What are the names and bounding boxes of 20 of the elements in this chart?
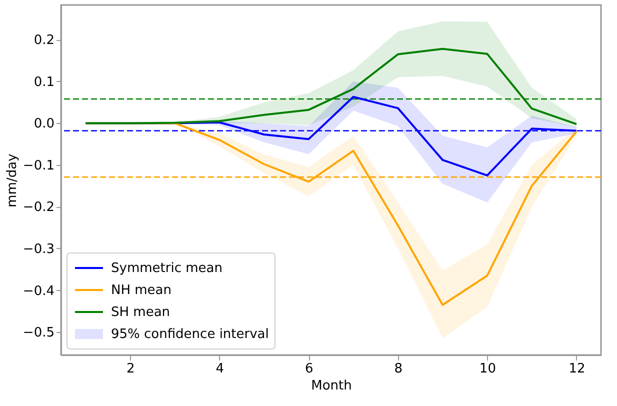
legend-label: SH mean	[111, 305, 170, 320]
x-tick-label: 12	[568, 362, 586, 376]
legend-label: NH mean	[111, 283, 172, 298]
y-tick-label: 0.1	[34, 74, 54, 90]
x-tick-label: 10	[479, 362, 496, 376]
x-tick-label: 2	[126, 362, 135, 376]
y-tick-label: 0.0	[34, 116, 54, 132]
x-tick-label: 6	[305, 362, 314, 376]
x-axis-title: Month	[311, 378, 352, 394]
y-tick-label: −0.4	[22, 284, 54, 299]
y-tick-label: −0.5	[22, 326, 54, 341]
annotation: 95% confidence interval	[111, 327, 269, 342]
x-tick-label: 4	[216, 362, 224, 376]
legend-label: Symmetric mean	[111, 261, 222, 276]
y-tick-label: −0.1	[22, 158, 54, 174]
y-tick-label: 0.2	[34, 33, 54, 48]
x-tick-label: 8	[394, 362, 403, 376]
y-tick-label: −0.2	[22, 200, 54, 216]
y-tick-label: −0.3	[22, 242, 54, 257]
y-axis-title: mm/day	[4, 153, 20, 208]
